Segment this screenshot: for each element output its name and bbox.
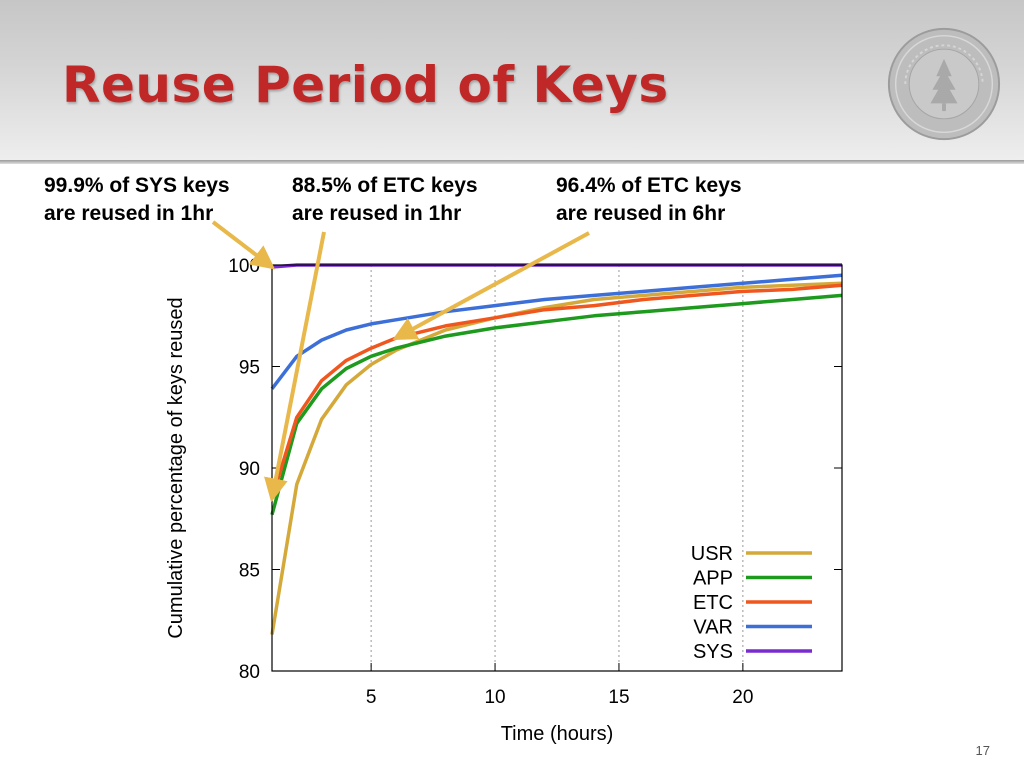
series-line-etc <box>270 283 843 500</box>
annotation-etc-1hr: 88.5% of ETC keys are reused in 1hr <box>292 172 478 228</box>
annotation-sys-line2: are reused in 1hr <box>44 202 214 225</box>
annotation-sys-line1: 99.9% of SYS keys <box>44 174 230 197</box>
legend-label-usr: USR <box>691 543 733 565</box>
x-axis-label: Time (hours) <box>501 723 614 745</box>
arrow-etc-1hr <box>264 231 326 503</box>
slide-title: Reuse Period of Keys <box>62 56 669 114</box>
annotation-etc-6hr-line2: are reused in 6hr <box>556 202 726 225</box>
x-tick-label: 20 <box>732 687 753 708</box>
legend-label-sys: SYS <box>693 641 733 663</box>
legend-label-var: VAR <box>693 617 733 639</box>
annotation-etc-6hr-line1: 96.4% of ETC keys <box>556 174 742 197</box>
slide-header <box>0 0 1024 160</box>
x-tick-label: 10 <box>484 687 505 708</box>
series-line-var <box>270 273 843 390</box>
page-number: 17 <box>975 743 990 758</box>
y-tick-label: 95 <box>239 358 260 379</box>
y-tick-label: 100 <box>228 256 260 277</box>
legend-label-app: APP <box>693 568 733 590</box>
series-line-usr <box>270 281 843 635</box>
annotation-etc-6hr: 96.4% of ETC keys are reused in 6hr <box>556 172 742 228</box>
legend-label-etc: ETC <box>693 592 733 614</box>
x-tick-label: 5 <box>366 687 377 708</box>
x-tick-label: 15 <box>608 687 629 708</box>
y-tick-label: 90 <box>239 459 260 480</box>
annotation-etc-1hr-line1: 88.5% of ETC keys <box>292 174 478 197</box>
university-seal-logo <box>887 27 1001 141</box>
series-line-app <box>270 293 843 516</box>
y-tick-label: 80 <box>239 662 260 683</box>
y-tick-label: 85 <box>239 561 260 582</box>
annotation-sys: 99.9% of SYS keys are reused in 1hr <box>44 172 230 228</box>
arrow-etc-6hr <box>392 231 590 340</box>
arrow-sys <box>211 220 276 270</box>
y-axis-label: Cumulative percentage of keys reused <box>165 297 187 638</box>
annotation-etc-1hr-line2: are reused in 1hr <box>292 202 462 225</box>
header-divider <box>0 160 1024 164</box>
